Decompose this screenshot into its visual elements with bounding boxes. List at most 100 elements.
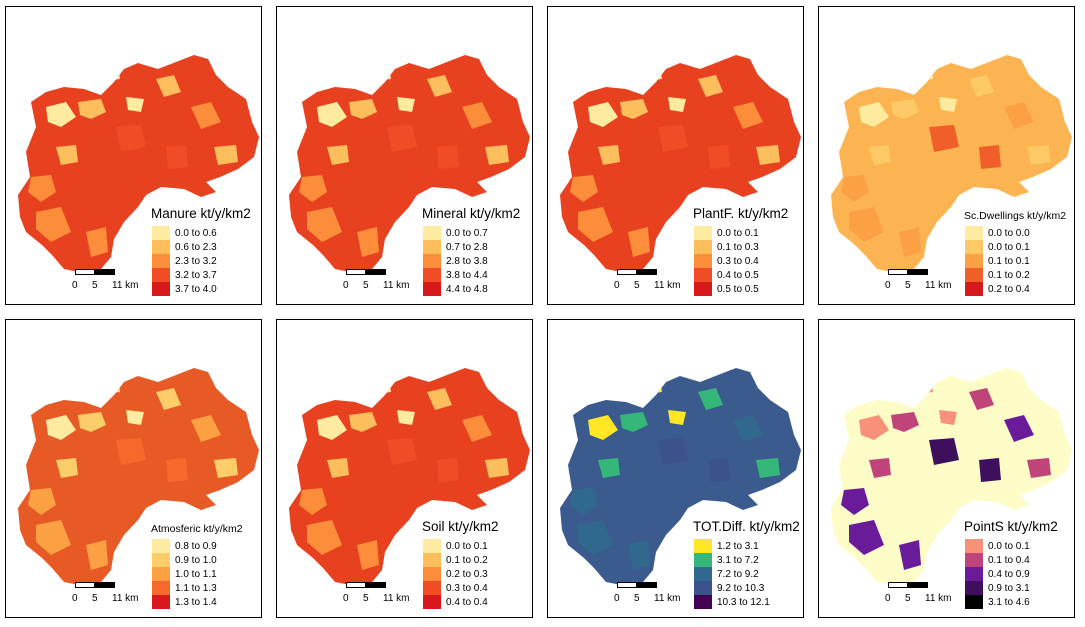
legend-swatch [423, 282, 441, 296]
scale-label-5: 5 [363, 280, 369, 291]
legend-row: 4.4 to 4.8 [423, 282, 488, 296]
scale-label-0: 0 [614, 280, 620, 291]
subbasin-patch [156, 388, 181, 410]
legend-row: 1.2 to 3.1 [694, 539, 770, 553]
region-map [289, 368, 530, 586]
subbasin-patch [578, 207, 613, 242]
scale-segment-black [636, 582, 657, 588]
legend-row: 9.2 to 10.3 [694, 581, 770, 595]
legend-swatch [423, 581, 441, 595]
legend-label: 10.3 to 12.1 [717, 596, 770, 608]
scale-label-11: 11 km [925, 280, 952, 291]
legend-label: 3.8 to 4.4 [446, 269, 488, 281]
scale-bar: 0 5 11 km [68, 269, 139, 293]
legend-row: 3.2 to 3.7 [152, 268, 217, 282]
subbasin-patch [914, 65, 933, 81]
legend-label: 0.1 to 0.4 [988, 554, 1030, 566]
subbasin-patch [899, 540, 921, 570]
legend-label: 0.1 to 0.2 [988, 269, 1030, 281]
subbasin-patch [485, 145, 509, 165]
subbasin-patch [1027, 458, 1051, 478]
subbasin-patch [588, 415, 618, 440]
map-panel: Manure kt/y/km2 0.0 to 0.6 0.6 to 2.3 2.3 t… [5, 6, 262, 305]
legend-swatch [965, 553, 983, 567]
legend-row: 0.1 to 0.1 [965, 254, 1030, 268]
subbasin-patch [427, 388, 452, 410]
subbasin-patch [126, 410, 144, 425]
subbasin-patch [126, 97, 144, 112]
legend-label: 0.2 to 0.4 [988, 283, 1030, 295]
scale-segment-black [907, 269, 928, 275]
legend-row: 7.2 to 9.2 [694, 567, 770, 581]
legend-swatch [423, 553, 441, 567]
subbasin-patch [570, 175, 598, 202]
map-title: Sc.Dwellings kt/y/km2 [964, 210, 1067, 222]
scale-label-5: 5 [92, 593, 98, 604]
legend-swatch [694, 539, 712, 553]
map-title: PointS kt/y/km2 [964, 519, 1058, 534]
legend-label: 2.3 to 3.2 [175, 255, 217, 267]
subbasin-patch [841, 175, 869, 202]
subbasin-patch [485, 458, 509, 478]
legend-label: 1.0 to 1.1 [175, 568, 217, 580]
subbasin-patch [929, 438, 959, 465]
subbasin-patch [841, 488, 869, 515]
legend-swatch [152, 268, 170, 282]
subbasin-patch [578, 520, 613, 555]
subbasin-patch [387, 438, 417, 465]
subbasin-patch [78, 99, 106, 119]
scale-label-0: 0 [343, 280, 349, 291]
subbasin-patch [628, 540, 650, 570]
subbasin-patch [28, 175, 56, 202]
subbasin-patch [969, 388, 994, 410]
legend-label: 0.8 to 0.9 [175, 540, 217, 552]
subbasin-patch [756, 145, 780, 165]
legend-label: 0.1 to 0.1 [988, 255, 1030, 267]
legend-row: 0.1 to 0.4 [965, 553, 1030, 567]
scale-segment-white [888, 269, 908, 275]
legend-row: 0.1 to 0.3 [694, 240, 759, 254]
subbasin-patch [36, 520, 71, 555]
legend-swatch [423, 539, 441, 553]
legend-swatch [152, 226, 170, 240]
subbasin-patch [1004, 102, 1034, 129]
legend-swatch [152, 282, 170, 296]
scale-label-11: 11 km [383, 280, 410, 291]
subbasin-patch [214, 145, 238, 165]
legend-row: 0.0 to 0.1 [965, 539, 1030, 553]
legend-swatch [152, 567, 170, 581]
subbasin-patch [733, 415, 763, 442]
legend: 0.0 to 0.6 0.6 to 2.3 2.3 to 3.2 3.2 to 3.7… [152, 226, 217, 296]
legend-label: 1.3 to 1.4 [175, 596, 217, 608]
legend-swatch [965, 282, 983, 296]
subbasin-patch [156, 75, 181, 97]
subbasin-patch [327, 458, 349, 478]
legend-swatch [152, 581, 170, 595]
subbasin-patch [914, 378, 933, 394]
subbasin-patch [372, 65, 391, 81]
subbasin-patch [397, 410, 415, 425]
subbasin-patch [859, 102, 889, 127]
scale-segment-white [75, 582, 95, 588]
legend-swatch [965, 539, 983, 553]
region-map [18, 368, 259, 586]
legend-row: 0.1 to 0.2 [423, 553, 488, 567]
scale-segment-white [75, 269, 95, 275]
legend-swatch [694, 282, 712, 296]
legend-row: 0.0 to 0.1 [694, 226, 759, 240]
legend-row: 3.8 to 4.4 [423, 268, 488, 282]
subbasin-patch [191, 415, 221, 442]
subbasin-patch [166, 458, 188, 482]
scale-label-0: 0 [343, 593, 349, 604]
legend-row: 0.0 to 0.0 [965, 226, 1030, 240]
legend-row: 0.3 to 0.4 [423, 581, 488, 595]
legend-swatch [152, 595, 170, 609]
subbasin-patch [620, 99, 648, 119]
scale-label-11: 11 km [654, 280, 681, 291]
subbasin-patch [643, 65, 662, 81]
legend-swatch [152, 553, 170, 567]
subbasin-patch [317, 415, 347, 440]
subbasin-patch [214, 458, 238, 478]
legend-label: 0.0 to 0.1 [988, 540, 1030, 552]
subbasin-patch [397, 97, 415, 112]
